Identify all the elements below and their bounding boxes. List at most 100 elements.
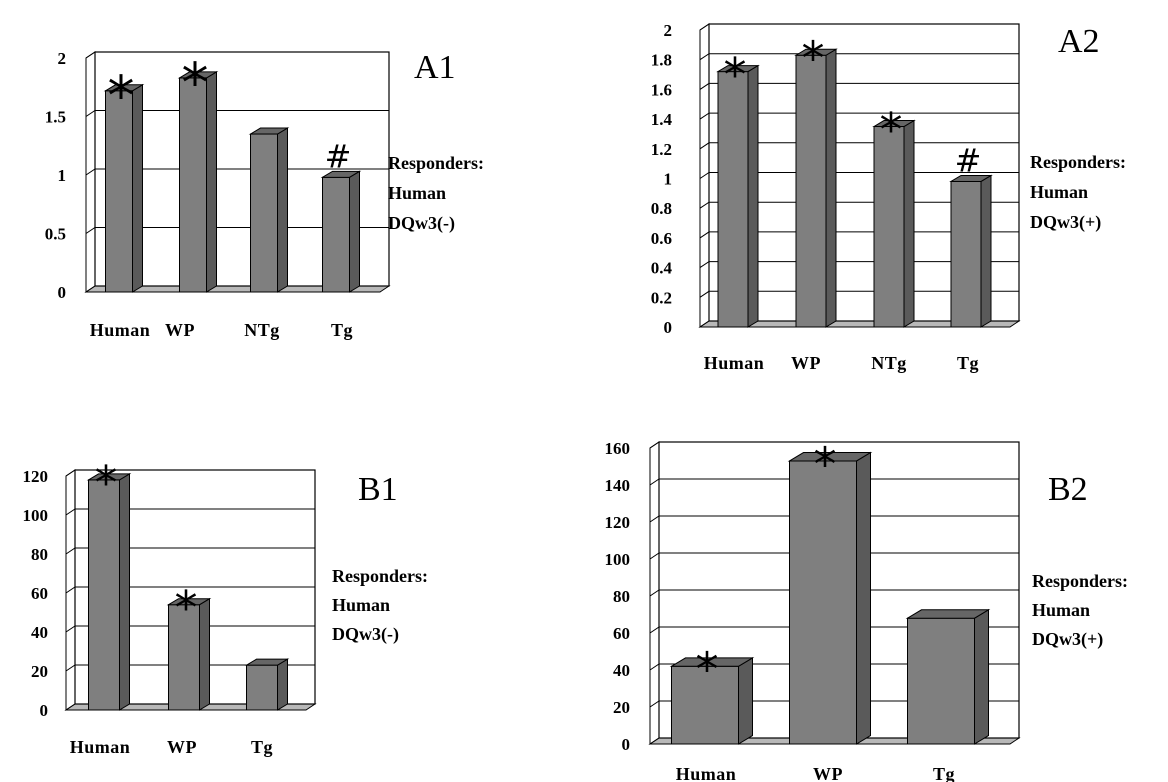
gridline xyxy=(649,552,1019,560)
gridline xyxy=(649,700,1019,708)
bar-side xyxy=(856,451,871,745)
significance-star: * xyxy=(814,437,837,491)
x-tick-label: WP xyxy=(791,353,821,373)
bar-top xyxy=(166,598,212,606)
panel-label: B2 xyxy=(1048,471,1088,508)
y-tick-label: 80 xyxy=(613,587,630,606)
significance-hash: # xyxy=(955,141,982,179)
gridline xyxy=(649,663,1019,671)
x-tick-label: WP xyxy=(165,320,195,340)
gridline xyxy=(649,589,1019,597)
bar-top xyxy=(872,120,916,128)
bar-top xyxy=(949,174,993,182)
y-tick-label: 80 xyxy=(31,545,48,564)
bar-side xyxy=(974,608,989,745)
responders-label: DQw3(+) xyxy=(1032,629,1103,650)
bar-top xyxy=(177,71,219,79)
responders-label: Human xyxy=(388,183,446,203)
bar-ntg xyxy=(248,127,290,293)
gridline xyxy=(65,469,315,477)
x-tick-label: Human xyxy=(90,320,151,340)
y-tick-label: 60 xyxy=(31,584,48,603)
bar-side xyxy=(738,657,753,745)
gridline xyxy=(65,664,315,672)
bar-side xyxy=(199,597,210,711)
gridline xyxy=(65,586,315,594)
y-tick-label: 1 xyxy=(664,170,673,189)
bar-top xyxy=(787,452,873,462)
responders-label: Responders: xyxy=(1030,152,1126,172)
y-tick-label: 0 xyxy=(40,701,49,720)
bar-top xyxy=(716,65,760,73)
gridline xyxy=(699,82,1019,90)
gridline xyxy=(85,227,389,234)
significance-star: * xyxy=(182,52,209,115)
x-tick-label: Tg xyxy=(933,764,955,782)
x-tick-label: Tg xyxy=(957,353,979,373)
bar-front xyxy=(246,664,278,711)
panel-b2: 0 20 40 60 80 100 120 140 160 * * Human WP Tg B2 Respon… xyxy=(605,437,1129,782)
gridline xyxy=(699,53,1019,61)
bar-wp xyxy=(787,451,873,745)
bar-front xyxy=(907,617,975,745)
y-tick-label: 0.2 xyxy=(651,288,672,307)
bar-top xyxy=(794,48,838,56)
responders-label: Responders: xyxy=(332,566,428,586)
x-tick-label: NTg xyxy=(871,353,907,373)
gridline xyxy=(649,441,1019,449)
bar-side xyxy=(825,48,837,328)
responders-label: DQw3(-) xyxy=(332,624,399,645)
x-tick-label: WP xyxy=(813,764,843,782)
y-tick-label: 120 xyxy=(23,467,49,486)
bar-front xyxy=(179,77,207,293)
y-tick-label: 0 xyxy=(58,283,67,302)
bar-side xyxy=(903,119,915,328)
gridline xyxy=(699,23,1019,31)
bar-side xyxy=(980,174,992,328)
responders-label: Responders: xyxy=(388,153,484,173)
bar-front xyxy=(950,180,982,328)
gridline xyxy=(85,51,389,59)
y-tick-label: 100 xyxy=(23,506,49,525)
responders-label: Human xyxy=(332,595,390,615)
y-tick-label: 140 xyxy=(605,476,631,495)
x-tick-label: Tg xyxy=(331,320,353,340)
bar-human xyxy=(669,657,755,745)
bar-front xyxy=(322,176,350,293)
bar-ntg xyxy=(872,119,916,328)
gridline xyxy=(699,112,1019,120)
bar-tg xyxy=(905,608,991,745)
y-tick-label: 20 xyxy=(31,662,48,681)
y-tick-label: 2 xyxy=(58,49,67,68)
gridline xyxy=(699,290,1019,298)
gridline xyxy=(699,231,1019,239)
significance-star: * xyxy=(95,456,118,510)
y-tick-label: 1 xyxy=(58,166,67,185)
significance-star: * xyxy=(175,581,198,635)
bar-wp xyxy=(166,597,212,711)
y-tick-label: 160 xyxy=(605,439,631,458)
bar-front xyxy=(789,460,857,745)
y-tick-label: 1.6 xyxy=(651,80,672,99)
bar-front xyxy=(717,71,749,328)
gridline xyxy=(699,142,1019,150)
gridline xyxy=(649,515,1019,523)
y-tick-label: 60 xyxy=(613,624,630,643)
significance-star: * xyxy=(802,32,825,86)
y-tick-label: 0 xyxy=(664,318,673,337)
significance-star: * xyxy=(724,48,747,102)
significance-hash: # xyxy=(325,137,352,175)
bar-front xyxy=(671,665,739,745)
panel-label: B1 xyxy=(358,471,398,508)
gridline xyxy=(65,508,315,516)
significance-star: * xyxy=(880,103,903,157)
x-tick-label: Human xyxy=(676,764,737,782)
y-tick-label: 120 xyxy=(605,513,631,532)
y-tick-label: 1.8 xyxy=(651,51,672,70)
y-tick-label: 2 xyxy=(664,21,673,40)
panel-label: A1 xyxy=(414,49,456,86)
y-tick-label: 0.6 xyxy=(651,229,672,248)
bar-human xyxy=(86,473,132,711)
gridline xyxy=(699,172,1019,179)
